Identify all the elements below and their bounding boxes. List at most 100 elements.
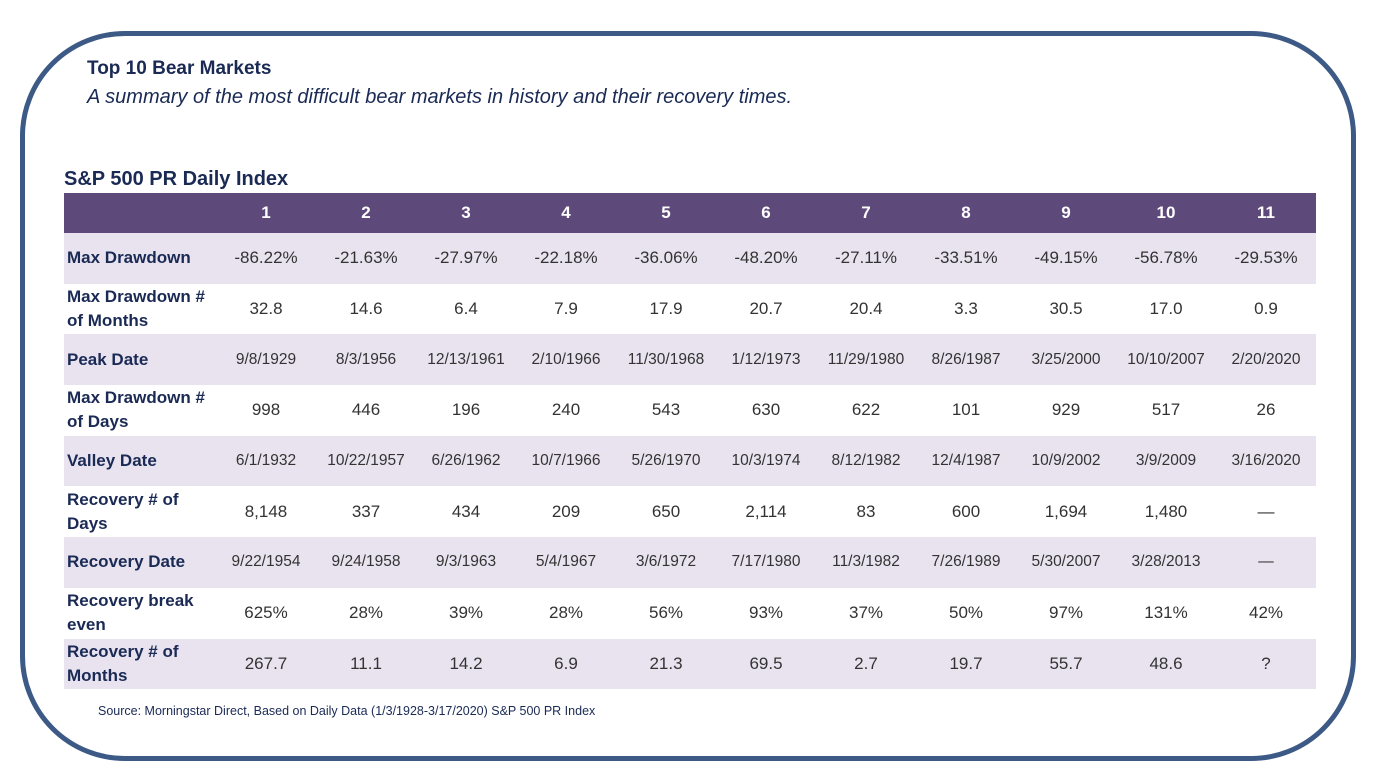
table-cell: 600 [916, 486, 1016, 538]
table-cell: -86.22% [216, 233, 316, 284]
column-header: 2 [316, 193, 416, 233]
table-row: Max Drawdown # of Days 998 446 196 240 543 630… [64, 385, 1316, 436]
table-cell: 11/30/1968 [616, 334, 716, 386]
table-cell: -56.78% [1116, 233, 1216, 284]
table-cell: 11/29/1980 [816, 334, 916, 386]
table-cell: 14.2 [416, 638, 516, 690]
table-row: Max Drawdown # of Months 32.8 14.6 6.4 7.9 17… [64, 283, 1316, 335]
page-subtitle: A summary of the most difficult bear mar… [87, 86, 793, 108]
table-row: Max Drawdown -86.22% -21.63% -27.97% -22.18%… [64, 233, 1316, 284]
table-cell: 2,114 [716, 486, 816, 538]
table-cell: 3/9/2009 [1116, 435, 1216, 487]
table-cell: 69.5 [716, 638, 816, 690]
row-label: Valley Date [64, 435, 216, 487]
table-cell: 101 [916, 385, 1016, 436]
row-label: Recovery # of Months [64, 638, 216, 690]
table-cell: 20.7 [716, 283, 816, 335]
table-cell: 6/1/1932 [216, 435, 316, 487]
table-cell: 17.0 [1116, 283, 1216, 335]
bear-markets-table: 1 2 3 4 5 6 7 8 9 10 11 Max Drawdown -86.22% -21.63%… [64, 193, 1316, 690]
table-cell: 5/30/2007 [1016, 537, 1116, 588]
table-cell: 3/28/2013 [1116, 537, 1216, 588]
table-cell: 26 [1216, 385, 1316, 436]
column-header: 1 [216, 193, 316, 233]
table-cell: 10/3/1974 [716, 435, 816, 487]
table-cell: 446 [316, 385, 416, 436]
table-cell: — [1216, 486, 1316, 538]
row-label: Max Drawdown [64, 233, 216, 284]
row-label: Max Drawdown # of Months [64, 283, 216, 335]
page-title: Top 10 Bear Markets [87, 58, 272, 79]
table-row: Recovery # of Months 267.7 11.1 14.2 6.9 21.3… [64, 638, 1316, 690]
table-cell: -21.63% [316, 233, 416, 284]
table-cell: 11.1 [316, 638, 416, 690]
table-cell: 7/26/1989 [916, 537, 1016, 588]
table-cell: 28% [516, 587, 616, 639]
row-label: Recovery # of Days [64, 486, 216, 538]
table-cell: 196 [416, 385, 516, 436]
row-label: Peak Date [64, 334, 216, 386]
table-cell: 2/20/2020 [1216, 334, 1316, 386]
table-cell: 8/12/1982 [816, 435, 916, 487]
table-title: S&P 500 PR Daily Index [64, 168, 289, 190]
table-row: Recovery break even 625% 28% 39% 28% 56% 93% 37… [64, 587, 1316, 639]
table-cell: 17.9 [616, 283, 716, 335]
table-cell: 5/26/1970 [616, 435, 716, 487]
column-header: 7 [816, 193, 916, 233]
table-cell: 630 [716, 385, 816, 436]
table-cell: 209 [516, 486, 616, 538]
table-cell: 48.6 [1116, 638, 1216, 690]
table-cell: 10/10/2007 [1116, 334, 1216, 386]
table-cell: 7/17/1980 [716, 537, 816, 588]
table-cell: 12/4/1987 [916, 435, 1016, 487]
table-cell: 93% [716, 587, 816, 639]
table-cell: -27.97% [416, 233, 516, 284]
table-cell: 1,480 [1116, 486, 1216, 538]
table-cell: 10/22/1957 [316, 435, 416, 487]
table-cell: 6.4 [416, 283, 516, 335]
row-label: Max Drawdown # of Days [64, 385, 216, 436]
table-cell: 650 [616, 486, 716, 538]
table-cell: 37% [816, 587, 916, 639]
table-row: Recovery # of Days 8,148 337 434 209 650 2,114… [64, 486, 1316, 538]
source-note: Source: Morningstar Direct, Based on Dai… [98, 704, 596, 718]
table-cell: 19.7 [916, 638, 1016, 690]
table-cell: -49.15% [1016, 233, 1116, 284]
table-row: Recovery Date 9/22/1954 9/24/1958 9/3/1963 5… [64, 537, 1316, 588]
table-row: Valley Date 6/1/1932 10/22/1957 6/26/1962 10… [64, 435, 1316, 487]
table-cell: 1/12/1973 [716, 334, 816, 386]
row-label: Recovery break even [64, 587, 216, 639]
table-cell: 6.9 [516, 638, 616, 690]
table-cell: 10/9/2002 [1016, 435, 1116, 487]
table-cell: -36.06% [616, 233, 716, 284]
table-cell: 32.8 [216, 283, 316, 335]
table-cell: -29.53% [1216, 233, 1316, 284]
table-cell: 3/25/2000 [1016, 334, 1116, 386]
table-cell: 434 [416, 486, 516, 538]
column-header: 10 [1116, 193, 1216, 233]
table-cell: 929 [1016, 385, 1116, 436]
table-cell: -22.18% [516, 233, 616, 284]
table-cell: 267.7 [216, 638, 316, 690]
table-cell: 9/8/1929 [216, 334, 316, 386]
column-header: 11 [1216, 193, 1316, 233]
table-cell: 131% [1116, 587, 1216, 639]
header-row: 1 2 3 4 5 6 7 8 9 10 11 [64, 193, 1316, 233]
table-cell: 3.3 [916, 283, 1016, 335]
table-cell: 543 [616, 385, 716, 436]
column-header: 8 [916, 193, 1016, 233]
column-header: 4 [516, 193, 616, 233]
table-cell: 83 [816, 486, 916, 538]
column-header: 6 [716, 193, 816, 233]
table-cell: 56% [616, 587, 716, 639]
table-cell: 0.9 [1216, 283, 1316, 335]
table-cell: -33.51% [916, 233, 1016, 284]
table-row: Peak Date 9/8/1929 8/3/1956 12/13/1961 2/10/… [64, 334, 1316, 386]
table-cell: 622 [816, 385, 916, 436]
table-cell: 14.6 [316, 283, 416, 335]
table-cell: 6/26/1962 [416, 435, 516, 487]
table-cell: 9/22/1954 [216, 537, 316, 588]
table-cell: — [1216, 537, 1316, 588]
table-cell: 625% [216, 587, 316, 639]
table-cell: 9/24/1958 [316, 537, 416, 588]
